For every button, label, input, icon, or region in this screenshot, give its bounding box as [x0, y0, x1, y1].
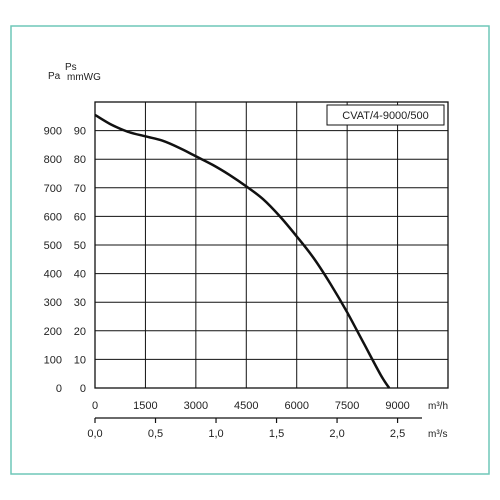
- pa-tick-label: 500: [44, 240, 62, 252]
- m3h-tick-label: 3000: [184, 400, 208, 412]
- model-label-box: [326, 104, 445, 126]
- secondary-axis-ticks: [94, 418, 399, 423]
- m3h-tick-label: 1500: [133, 400, 157, 412]
- mmwg-tick-label: 70: [74, 183, 86, 195]
- mmwg-tick-label: 40: [74, 269, 86, 281]
- ps-unit-label: Ps: [65, 62, 77, 73]
- m3h-unit-label: m³/h: [428, 401, 448, 412]
- m3h-tick-label: 7500: [335, 400, 359, 412]
- mmwg-axis: 0 10 20 30 40 50 60 70 80 90: [74, 126, 86, 395]
- m3h-tick-label: 4500: [234, 400, 258, 412]
- mmwg-tick-label: 30: [74, 297, 86, 309]
- pa-tick-label: 100: [44, 354, 62, 366]
- pa-tick-label: 600: [44, 211, 62, 223]
- m3s-tick-label: 0,0: [87, 428, 102, 440]
- mmwg-tick-label: 60: [74, 211, 86, 223]
- m3s-tick-label: 0,5: [148, 428, 163, 440]
- mmwg-tick-label: 80: [74, 154, 86, 166]
- pa-axis: 0 100 200 300 400 500 600 700 800 900: [44, 126, 62, 395]
- pa-tick-label: 700: [44, 183, 62, 195]
- m3h-tick-label: 9000: [385, 400, 409, 412]
- m3s-tick-label: 1,0: [208, 428, 223, 440]
- mmwg-unit-label: mmWG: [67, 72, 101, 83]
- mmwg-tick-label: 10: [74, 354, 86, 366]
- model-label: CVAT/4-9000/500: [342, 110, 428, 122]
- m3s-tick-label: 1,5: [269, 428, 284, 440]
- m3s-tick-label: 2,0: [329, 428, 344, 440]
- mmwg-tick-label: 20: [74, 326, 86, 338]
- pa-tick-label: 0: [56, 383, 62, 395]
- plot-area: [94, 101, 449, 389]
- flow-m3h-axis: 0 1500 3000 4500 6000 7500 9000: [92, 400, 410, 412]
- m3s-unit-label: m³/s: [428, 429, 447, 440]
- mmwg-tick-label: 50: [74, 240, 86, 252]
- outer-border: [10, 25, 490, 475]
- pa-tick-label: 400: [44, 269, 62, 281]
- pa-unit-label: Pa: [48, 71, 61, 82]
- m3h-tick-label: 0: [92, 400, 98, 412]
- pa-tick-label: 300: [44, 297, 62, 309]
- flow-m3s-axis: 0,0 0,5 1,0 1,5 2,0 2,5: [87, 428, 405, 440]
- series-curve: [94, 113, 391, 389]
- pa-tick-label: 200: [44, 326, 62, 338]
- pa-tick-label: 800: [44, 154, 62, 166]
- m3s-tick-label: 2,5: [390, 428, 405, 440]
- grid: [95, 102, 448, 388]
- pa-tick-label: 900: [44, 126, 62, 138]
- mmwg-tick-label: 0: [80, 383, 86, 395]
- mmwg-tick-label: 90: [74, 126, 86, 138]
- m3h-tick-label: 6000: [284, 400, 308, 412]
